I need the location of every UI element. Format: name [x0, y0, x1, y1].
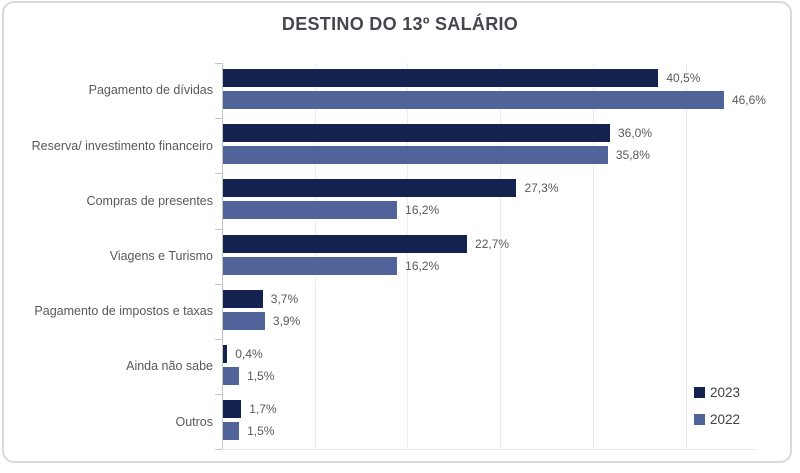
gridline [592, 63, 594, 450]
legend-item-2022: 2022 [694, 411, 740, 428]
value-label-2023-viagens-e-turismo: 22,7% [475, 236, 510, 251]
bar-2023-compras-de-presentes [223, 179, 517, 198]
value-label-2022-ainda-nao-sabe: 1,5% [247, 369, 275, 383]
value-label-2023-ainda-nao-sabe: 0,4% [235, 347, 263, 361]
gridline [407, 63, 409, 450]
value-label-2022-viagens-e-turismo: 16,2% [405, 258, 440, 273]
category-label-compras-de-presentes: Compras de presentes [86, 193, 213, 208]
axis-tick [215, 173, 222, 175]
legend-item-2023: 2023 [694, 384, 740, 401]
bar-2023-pagamento-de-impostos-e-taxas [223, 289, 263, 308]
axis-tick [215, 449, 222, 451]
chart-legend: 2023 2022 [694, 384, 740, 438]
value-label-2023-reserva-investimento-financeiro: 36,0% [618, 126, 653, 141]
value-label-2023-pagamento-de-dividas: 40,5% [666, 71, 701, 85]
category-label-outros: Outros [175, 414, 213, 429]
bar-2023-outros [223, 400, 242, 419]
axis-tick [215, 63, 222, 64]
plot-bottom-edge [222, 449, 757, 451]
bar-2023-reserva-investimento-financeiro [223, 124, 610, 143]
category-label-ainda-nao-sabe: Ainda não sabe [126, 359, 213, 374]
gridline [314, 63, 316, 450]
bar-2022-reserva-investimento-financeiro [223, 146, 608, 165]
bar-2022-viagens-e-turismo [223, 256, 398, 275]
bar-2023-ainda-nao-sabe [223, 345, 228, 363]
axis-tick [215, 339, 222, 340]
value-label-2022-pagamento-de-dividas: 46,6% [731, 93, 766, 107]
legend-label-2022: 2022 [710, 412, 741, 427]
value-label-2023-compras-de-presentes: 27,3% [524, 181, 559, 196]
bar-2022-pagamento-de-impostos-e-taxas [223, 311, 265, 330]
value-label-2022-reserva-investimento-financeiro: 35,8% [615, 148, 650, 163]
axis-tick [215, 228, 222, 230]
gridline [500, 63, 502, 450]
bar-2023-pagamento-de-dividas [223, 69, 659, 87]
axis-tick [215, 118, 222, 120]
category-label-reserva-investimento-financeiro: Reserva/ investimento financeiro [31, 138, 213, 153]
value-label-2023-outros: 1,7% [249, 402, 277, 417]
category-axis-line [222, 63, 223, 450]
bar-2022-outros [223, 422, 240, 441]
bar-2022-compras-de-presentes [223, 201, 398, 220]
category-label-viagens-e-turismo: Viagens e Turismo [109, 249, 213, 264]
value-label-2022-outros: 1,5% [247, 424, 275, 439]
gridline [685, 63, 687, 450]
category-label-pagamento-de-dividas: Pagamento de dívidas [88, 83, 213, 98]
chart-title: DESTINO DO 13º SALÁRIO [281, 14, 519, 34]
bar-2023-viagens-e-turismo [223, 234, 468, 253]
axis-tick [215, 283, 222, 285]
bar-2022-pagamento-de-dividas [223, 91, 724, 109]
value-label-2023-pagamento-de-impostos-e-taxas: 3,7% [270, 291, 299, 306]
legend-swatch-2022 [694, 414, 705, 425]
legend-swatch-2023 [694, 387, 705, 398]
category-label-pagamento-de-impostos-e-taxas: Pagamento de impostos e taxas [34, 304, 213, 319]
legend-label-2023: 2023 [710, 385, 741, 400]
value-label-2022-pagamento-de-impostos-e-taxas: 3,9% [272, 313, 301, 328]
value-label-2022-compras-de-presentes: 16,2% [405, 203, 440, 218]
axis-tick [215, 394, 222, 396]
bar-2022-ainda-nao-sabe [223, 367, 240, 385]
